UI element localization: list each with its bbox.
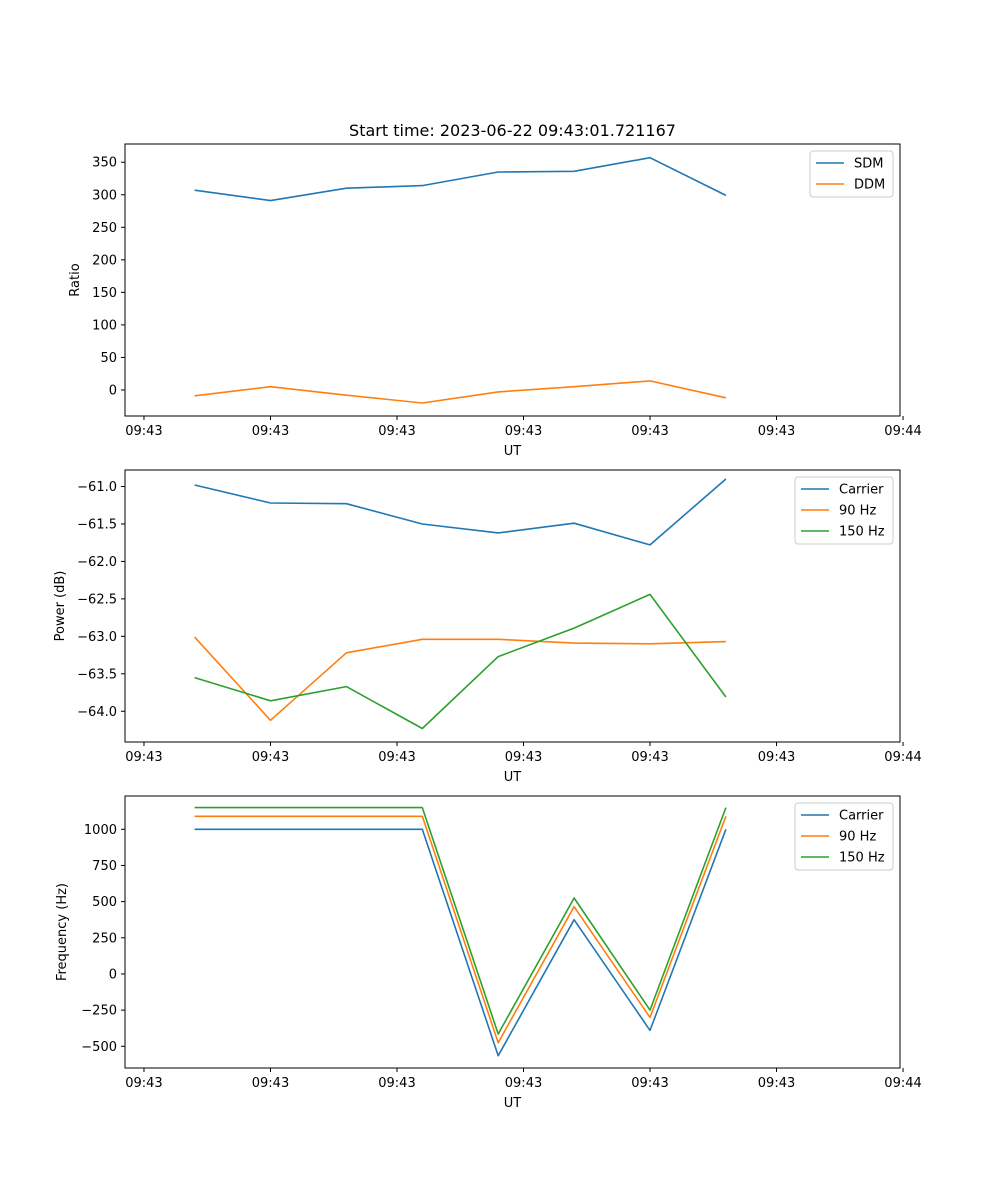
plot-frame bbox=[124, 795, 901, 1069]
x-tick-label: 09:44 bbox=[884, 1076, 921, 1091]
y-tick-label: −61.5 bbox=[77, 517, 117, 532]
legend-label: Carrier bbox=[839, 483, 884, 498]
legend-label: 150 Hz bbox=[839, 525, 885, 540]
legend-label: DDM bbox=[854, 178, 885, 193]
legend-label: 90 Hz bbox=[839, 504, 876, 519]
x-tick-label: 09:43 bbox=[252, 750, 289, 765]
x-tick-label: 09:43 bbox=[631, 424, 668, 439]
y-tick-label: 350 bbox=[92, 156, 117, 171]
y-tick-label: 50 bbox=[100, 351, 117, 366]
legend-label: 90 Hz bbox=[839, 830, 876, 845]
x-tick-label: 09:43 bbox=[125, 424, 162, 439]
plot-frame bbox=[124, 469, 901, 743]
y-tick-label: 150 bbox=[92, 286, 117, 301]
x-tick-label: 09:43 bbox=[758, 750, 795, 765]
x-tick-label: 09:43 bbox=[378, 750, 415, 765]
y-tick-label: −250 bbox=[81, 1004, 117, 1019]
y-axis-label: Frequency (Hz) bbox=[55, 883, 70, 981]
legend-label: 150 Hz bbox=[839, 851, 885, 866]
series-line-150-hz bbox=[194, 593, 727, 730]
y-tick-label: −62.0 bbox=[77, 555, 117, 570]
legend-label: Carrier bbox=[839, 809, 884, 824]
x-tick-label: 09:44 bbox=[884, 424, 921, 439]
y-tick-label: −64.0 bbox=[77, 705, 117, 720]
y-tick-label: 750 bbox=[92, 859, 117, 874]
x-tick-label: 09:43 bbox=[505, 750, 542, 765]
series-line-sdm bbox=[194, 156, 727, 202]
x-tick-label: 09:43 bbox=[758, 1076, 795, 1091]
chart-title: Start time: 2023-06-22 09:43:01.721167 bbox=[349, 121, 676, 140]
chart-panel-3: 09:43 09:43 09:43 09:43 09:43 09:43 09:44 −500 −… bbox=[55, 795, 922, 1111]
y-tick-label: −500 bbox=[81, 1040, 117, 1055]
legend-box bbox=[794, 802, 894, 871]
x-tick-label: 09:44 bbox=[884, 750, 921, 765]
series-line-150-hz bbox=[194, 806, 727, 1035]
x-tick-label: 09:43 bbox=[505, 1076, 542, 1091]
x-axis-label: UT bbox=[504, 444, 522, 459]
chart-panel-1: 09:43 09:43 09:43 09:43 09:43 09:43 09:44 0 50 10… bbox=[68, 143, 922, 459]
y-tick-label: 500 bbox=[92, 895, 117, 910]
y-tick-label: −63.0 bbox=[77, 630, 117, 645]
x-axis-label: UT bbox=[504, 770, 522, 785]
y-tick-label: 0 bbox=[109, 383, 117, 398]
x-tick-label: 09:43 bbox=[252, 424, 289, 439]
y-tick-label: 250 bbox=[92, 931, 117, 946]
y-tick-label: 250 bbox=[92, 221, 117, 236]
x-tick-label: 09:43 bbox=[125, 1076, 162, 1091]
x-tick-label: 09:43 bbox=[631, 750, 668, 765]
y-tick-label: 0 bbox=[109, 967, 117, 982]
y-tick-label: −63.5 bbox=[77, 667, 117, 682]
x-tick-label: 09:43 bbox=[505, 424, 542, 439]
x-tick-label: 09:43 bbox=[378, 1076, 415, 1091]
plot-frame bbox=[124, 143, 901, 417]
y-tick-label: 100 bbox=[92, 318, 117, 333]
series-line-carrier bbox=[194, 828, 727, 1057]
chart-panels: 09:43 09:43 09:43 09:43 09:43 09:43 09:44 0 50 10… bbox=[53, 143, 922, 1111]
chart-panel-2: 09:43 09:43 09:43 09:43 09:43 09:43 09:44 −64.0… bbox=[53, 469, 922, 785]
legend-box bbox=[794, 476, 894, 545]
x-tick-label: 09:43 bbox=[631, 1076, 668, 1091]
series-line-90-hz bbox=[194, 815, 727, 1044]
legend-label: SDM bbox=[854, 157, 883, 172]
x-tick-label: 09:43 bbox=[125, 750, 162, 765]
y-tick-label: 200 bbox=[92, 253, 117, 268]
series-line-carrier bbox=[194, 478, 727, 546]
series-line-90-hz bbox=[194, 636, 726, 722]
y-tick-label: −61.0 bbox=[77, 480, 117, 495]
x-tick-label: 09:43 bbox=[758, 424, 795, 439]
x-tick-label: 09:43 bbox=[378, 424, 415, 439]
y-tick-label: 300 bbox=[92, 188, 117, 203]
series-line-ddm bbox=[194, 380, 727, 404]
y-tick-label: −62.5 bbox=[77, 592, 117, 607]
y-axis-label: Ratio bbox=[68, 263, 83, 296]
x-tick-label: 09:43 bbox=[252, 1076, 289, 1091]
y-axis-label: Power (dB) bbox=[53, 571, 68, 642]
y-tick-label: 1000 bbox=[84, 823, 117, 838]
x-axis-label: UT bbox=[504, 1096, 522, 1111]
